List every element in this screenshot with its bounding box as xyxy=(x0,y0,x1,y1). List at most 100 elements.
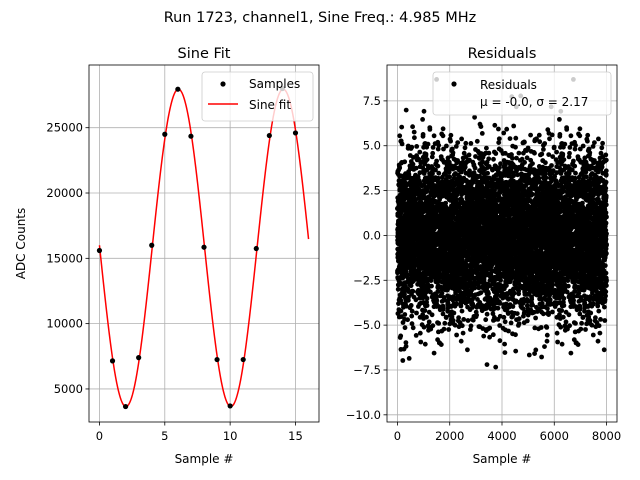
residual-point xyxy=(511,290,517,296)
residual-point xyxy=(468,323,474,329)
residual-point xyxy=(513,348,519,354)
residual-point xyxy=(408,283,414,289)
residual-point xyxy=(495,305,501,311)
residual-point xyxy=(458,338,464,344)
residual-point xyxy=(507,136,513,142)
residual-point xyxy=(513,332,518,338)
figure-suptitle: Run 1723, channel1, Sine Freq.: 4.985 MH… xyxy=(164,10,477,26)
residual-point xyxy=(456,315,461,321)
residual-point xyxy=(414,310,419,316)
residual-point xyxy=(511,173,516,179)
residual-point xyxy=(429,154,435,160)
residual-point xyxy=(409,321,415,327)
residual-point xyxy=(508,320,514,326)
residual-point xyxy=(522,139,527,145)
residual-point xyxy=(410,161,416,167)
residual-point xyxy=(446,327,452,332)
residual-point xyxy=(441,146,446,152)
residual-point xyxy=(445,308,451,314)
residual-point xyxy=(409,144,415,150)
residual-point xyxy=(436,142,442,148)
sample-point xyxy=(214,356,220,363)
residual-point xyxy=(513,144,518,150)
residual-point xyxy=(410,124,415,130)
residual-point xyxy=(440,126,446,132)
residual-point xyxy=(443,244,449,250)
residual-point xyxy=(459,136,464,142)
x-tick-label: 0 xyxy=(96,429,103,443)
residual-point xyxy=(424,314,429,320)
sine-fit-legend: Samples Sine fit xyxy=(201,71,314,122)
residual-point xyxy=(424,157,430,163)
residual-point xyxy=(483,317,489,323)
residual-point xyxy=(430,323,436,329)
sine-fit-ylabel: ADC Counts xyxy=(14,208,28,280)
residual-point xyxy=(403,107,409,113)
residual-point xyxy=(516,288,522,294)
residual-point xyxy=(440,311,446,317)
residual-point xyxy=(401,197,407,203)
residual-point xyxy=(402,325,408,331)
residual-point xyxy=(421,284,427,290)
residuals-title: Residuals xyxy=(468,46,537,62)
residual-point xyxy=(511,123,517,129)
sample-point xyxy=(188,133,194,139)
residual-point xyxy=(406,294,411,300)
residual-point xyxy=(436,321,442,326)
residual-point xyxy=(403,303,409,309)
legend-fit-label: Sine fit xyxy=(249,98,291,112)
residual-point xyxy=(430,171,435,176)
residual-point xyxy=(442,297,448,303)
residual-point xyxy=(502,350,508,355)
residual-point xyxy=(472,114,477,120)
residual-point xyxy=(431,133,437,139)
residual-point xyxy=(425,141,431,147)
residual-point xyxy=(399,124,405,130)
residual-point xyxy=(405,317,410,323)
residual-point xyxy=(501,130,507,136)
residual-point xyxy=(424,296,430,301)
residual-point xyxy=(450,150,456,156)
residual-point xyxy=(486,156,492,162)
residual-point xyxy=(516,316,522,322)
residual-point xyxy=(466,152,472,158)
residual-point xyxy=(460,330,466,336)
residual-point xyxy=(490,332,496,338)
residual-point xyxy=(441,326,447,332)
residual-point xyxy=(485,170,490,176)
residual-point xyxy=(506,328,511,334)
residual-point xyxy=(435,289,441,294)
sample-point xyxy=(201,244,207,250)
residual-point xyxy=(413,165,419,171)
residual-point xyxy=(440,306,446,312)
x-tick-label: 5 xyxy=(161,429,168,443)
residual-point xyxy=(491,156,496,162)
sample-point xyxy=(149,242,155,248)
residual-point xyxy=(428,278,434,283)
residual-point xyxy=(522,160,527,165)
residual-point xyxy=(496,136,502,142)
residual-point xyxy=(402,159,408,165)
residual-point xyxy=(492,122,498,128)
residual-point xyxy=(421,324,427,330)
x-tick-label: 15 xyxy=(288,429,303,443)
y-tick-label: 10000 xyxy=(46,317,83,331)
residual-point xyxy=(420,132,426,137)
residual-point xyxy=(433,167,438,173)
sample-point xyxy=(266,132,272,139)
residual-point xyxy=(487,325,493,331)
residual-point xyxy=(468,141,474,146)
residual-point xyxy=(493,364,499,370)
residual-point xyxy=(498,278,503,283)
residual-point xyxy=(435,146,441,152)
residual-point xyxy=(395,286,401,292)
residual-point xyxy=(400,358,406,363)
residuals-panel: Residuals 0 2000 4000 6000 8000−10.0−7.5−5.0… xyxy=(346,46,621,466)
residual-point xyxy=(424,303,430,308)
residual-point xyxy=(410,288,416,294)
sample-point xyxy=(240,356,246,363)
residual-point xyxy=(410,325,416,331)
residual-point xyxy=(465,347,470,353)
residual-point xyxy=(439,290,445,296)
